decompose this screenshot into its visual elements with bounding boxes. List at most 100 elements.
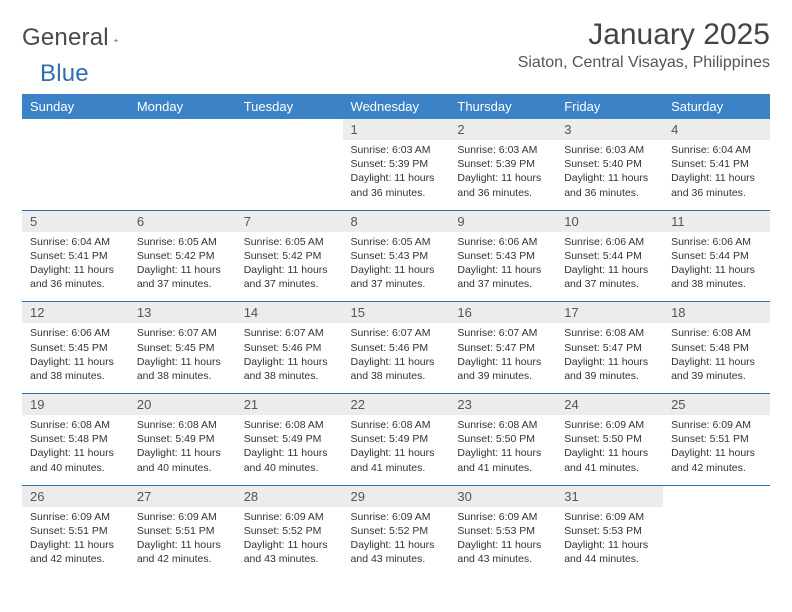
day-number: 14 xyxy=(236,302,343,323)
day-details: Sunrise: 6:07 AMSunset: 5:46 PMDaylight:… xyxy=(236,323,343,393)
sunrise-line: Sunrise: 6:09 AM xyxy=(457,510,550,524)
sunset-line: Sunset: 5:45 PM xyxy=(30,341,123,355)
daylight-line: Daylight: 11 hours and 40 minutes. xyxy=(137,446,230,474)
sunset-line: Sunset: 5:47 PM xyxy=(564,341,657,355)
day-details: Sunrise: 6:06 AMSunset: 5:44 PMDaylight:… xyxy=(663,232,770,302)
sunset-line: Sunset: 5:42 PM xyxy=(137,249,230,263)
daylight-line: Daylight: 11 hours and 37 minutes. xyxy=(137,263,230,291)
daylight-line: Daylight: 11 hours and 37 minutes. xyxy=(564,263,657,291)
sunset-line: Sunset: 5:50 PM xyxy=(564,432,657,446)
sunrise-line: Sunrise: 6:08 AM xyxy=(137,418,230,432)
sunrise-line: Sunrise: 6:03 AM xyxy=(351,143,444,157)
day-number: 2 xyxy=(449,119,556,140)
day-number: 17 xyxy=(556,302,663,323)
day-number-empty xyxy=(129,119,236,140)
calendar-cell: 23Sunrise: 6:08 AMSunset: 5:50 PMDayligh… xyxy=(449,394,556,486)
sunrise-line: Sunrise: 6:09 AM xyxy=(351,510,444,524)
day-details-empty xyxy=(22,140,129,198)
sunset-line: Sunset: 5:49 PM xyxy=(137,432,230,446)
calendar-cell: 12Sunrise: 6:06 AMSunset: 5:45 PMDayligh… xyxy=(22,302,129,394)
calendar-cell: 27Sunrise: 6:09 AMSunset: 5:51 PMDayligh… xyxy=(129,485,236,576)
day-number: 5 xyxy=(22,211,129,232)
sunrise-line: Sunrise: 6:03 AM xyxy=(564,143,657,157)
day-details: Sunrise: 6:09 AMSunset: 5:53 PMDaylight:… xyxy=(556,507,663,577)
sunset-line: Sunset: 5:47 PM xyxy=(457,341,550,355)
daylight-line: Daylight: 11 hours and 41 minutes. xyxy=(351,446,444,474)
weekday-header: Tuesday xyxy=(236,94,343,119)
calendar-cell: 29Sunrise: 6:09 AMSunset: 5:52 PMDayligh… xyxy=(343,485,450,576)
day-details-empty xyxy=(129,140,236,198)
daylight-line: Daylight: 11 hours and 42 minutes. xyxy=(30,538,123,566)
day-details: Sunrise: 6:05 AMSunset: 5:42 PMDaylight:… xyxy=(129,232,236,302)
calendar-cell: 18Sunrise: 6:08 AMSunset: 5:48 PMDayligh… xyxy=(663,302,770,394)
daylight-line: Daylight: 11 hours and 37 minutes. xyxy=(244,263,337,291)
daylight-line: Daylight: 11 hours and 38 minutes. xyxy=(244,355,337,383)
brand-word-2: Blue xyxy=(40,60,89,88)
calendar-cell: 3Sunrise: 6:03 AMSunset: 5:40 PMDaylight… xyxy=(556,119,663,210)
day-details: Sunrise: 6:09 AMSunset: 5:51 PMDaylight:… xyxy=(663,415,770,485)
calendar-cell: 24Sunrise: 6:09 AMSunset: 5:50 PMDayligh… xyxy=(556,394,663,486)
calendar-cell: 21Sunrise: 6:08 AMSunset: 5:49 PMDayligh… xyxy=(236,394,343,486)
day-number: 29 xyxy=(343,486,450,507)
sunset-line: Sunset: 5:39 PM xyxy=(457,157,550,171)
calendar-cell: 19Sunrise: 6:08 AMSunset: 5:48 PMDayligh… xyxy=(22,394,129,486)
day-details: Sunrise: 6:03 AMSunset: 5:39 PMDaylight:… xyxy=(343,140,450,210)
sunset-line: Sunset: 5:46 PM xyxy=(244,341,337,355)
calendar-cell: 14Sunrise: 6:07 AMSunset: 5:46 PMDayligh… xyxy=(236,302,343,394)
daylight-line: Daylight: 11 hours and 42 minutes. xyxy=(671,446,764,474)
sunrise-line: Sunrise: 6:07 AM xyxy=(351,326,444,340)
calendar-cell: 4Sunrise: 6:04 AMSunset: 5:41 PMDaylight… xyxy=(663,119,770,210)
page-title: January 2025 xyxy=(518,18,770,52)
sunrise-line: Sunrise: 6:09 AM xyxy=(671,418,764,432)
day-details: Sunrise: 6:09 AMSunset: 5:51 PMDaylight:… xyxy=(22,507,129,577)
weekday-header: Sunday xyxy=(22,94,129,119)
daylight-line: Daylight: 11 hours and 39 minutes. xyxy=(457,355,550,383)
day-details: Sunrise: 6:04 AMSunset: 5:41 PMDaylight:… xyxy=(22,232,129,302)
sunrise-line: Sunrise: 6:08 AM xyxy=(351,418,444,432)
daylight-line: Daylight: 11 hours and 44 minutes. xyxy=(564,538,657,566)
sunset-line: Sunset: 5:43 PM xyxy=(457,249,550,263)
sunrise-line: Sunrise: 6:09 AM xyxy=(137,510,230,524)
day-details: Sunrise: 6:08 AMSunset: 5:47 PMDaylight:… xyxy=(556,323,663,393)
calendar-cell: 7Sunrise: 6:05 AMSunset: 5:42 PMDaylight… xyxy=(236,210,343,302)
sunset-line: Sunset: 5:51 PM xyxy=(137,524,230,538)
sunrise-line: Sunrise: 6:08 AM xyxy=(564,326,657,340)
daylight-line: Daylight: 11 hours and 38 minutes. xyxy=(30,355,123,383)
calendar-cell xyxy=(236,119,343,210)
day-number: 28 xyxy=(236,486,343,507)
day-number: 26 xyxy=(22,486,129,507)
sunset-line: Sunset: 5:39 PM xyxy=(351,157,444,171)
calendar-cell: 5Sunrise: 6:04 AMSunset: 5:41 PMDaylight… xyxy=(22,210,129,302)
daylight-line: Daylight: 11 hours and 36 minutes. xyxy=(457,171,550,199)
day-number: 25 xyxy=(663,394,770,415)
sunset-line: Sunset: 5:52 PM xyxy=(351,524,444,538)
sunrise-line: Sunrise: 6:06 AM xyxy=(671,235,764,249)
sunrise-line: Sunrise: 6:05 AM xyxy=(244,235,337,249)
sunrise-line: Sunrise: 6:09 AM xyxy=(244,510,337,524)
day-number: 11 xyxy=(663,211,770,232)
daylight-line: Daylight: 11 hours and 38 minutes. xyxy=(351,355,444,383)
weekday-header: Wednesday xyxy=(343,94,450,119)
day-details: Sunrise: 6:06 AMSunset: 5:43 PMDaylight:… xyxy=(449,232,556,302)
day-number: 13 xyxy=(129,302,236,323)
sunset-line: Sunset: 5:49 PM xyxy=(351,432,444,446)
day-number: 6 xyxy=(129,211,236,232)
calendar-cell: 25Sunrise: 6:09 AMSunset: 5:51 PMDayligh… xyxy=(663,394,770,486)
sunset-line: Sunset: 5:41 PM xyxy=(30,249,123,263)
calendar-cell: 9Sunrise: 6:06 AMSunset: 5:43 PMDaylight… xyxy=(449,210,556,302)
weekday-header: Monday xyxy=(129,94,236,119)
calendar-cell: 13Sunrise: 6:07 AMSunset: 5:45 PMDayligh… xyxy=(129,302,236,394)
calendar-cell: 2Sunrise: 6:03 AMSunset: 5:39 PMDaylight… xyxy=(449,119,556,210)
sunset-line: Sunset: 5:51 PM xyxy=(671,432,764,446)
location-subtitle: Siaton, Central Visayas, Philippines xyxy=(518,54,770,72)
sunrise-line: Sunrise: 6:09 AM xyxy=(30,510,123,524)
day-details: Sunrise: 6:09 AMSunset: 5:53 PMDaylight:… xyxy=(449,507,556,577)
sunrise-line: Sunrise: 6:09 AM xyxy=(564,418,657,432)
sunrise-line: Sunrise: 6:08 AM xyxy=(244,418,337,432)
calendar-cell: 8Sunrise: 6:05 AMSunset: 5:43 PMDaylight… xyxy=(343,210,450,302)
daylight-line: Daylight: 11 hours and 43 minutes. xyxy=(244,538,337,566)
daylight-line: Daylight: 11 hours and 39 minutes. xyxy=(671,355,764,383)
day-number: 4 xyxy=(663,119,770,140)
sunset-line: Sunset: 5:43 PM xyxy=(351,249,444,263)
calendar-cell: 30Sunrise: 6:09 AMSunset: 5:53 PMDayligh… xyxy=(449,485,556,576)
